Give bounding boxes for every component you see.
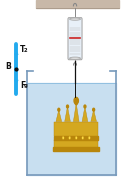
Circle shape: [75, 136, 77, 139]
Bar: [54, 122, 98, 136]
Circle shape: [93, 108, 95, 111]
FancyBboxPatch shape: [68, 18, 82, 60]
Circle shape: [88, 136, 90, 139]
Bar: [27, 83, 116, 175]
Bar: [36, 0, 119, 8]
Bar: [54, 136, 98, 140]
Circle shape: [84, 105, 86, 108]
Text: 2: 2: [24, 48, 28, 53]
Circle shape: [62, 136, 64, 139]
Circle shape: [67, 105, 68, 108]
Polygon shape: [91, 110, 96, 122]
Text: g: g: [24, 84, 27, 88]
Circle shape: [75, 102, 77, 105]
Bar: [54, 140, 98, 151]
Polygon shape: [73, 103, 79, 122]
Polygon shape: [82, 106, 88, 122]
Circle shape: [74, 97, 78, 104]
Circle shape: [69, 136, 71, 139]
Polygon shape: [65, 106, 70, 122]
Text: T: T: [20, 45, 25, 54]
Text: B: B: [5, 62, 11, 71]
Circle shape: [58, 108, 60, 111]
Circle shape: [82, 136, 84, 139]
Polygon shape: [56, 110, 62, 122]
Ellipse shape: [70, 57, 80, 59]
Text: F: F: [20, 81, 25, 90]
Ellipse shape: [70, 18, 80, 20]
Bar: [53, 147, 99, 151]
